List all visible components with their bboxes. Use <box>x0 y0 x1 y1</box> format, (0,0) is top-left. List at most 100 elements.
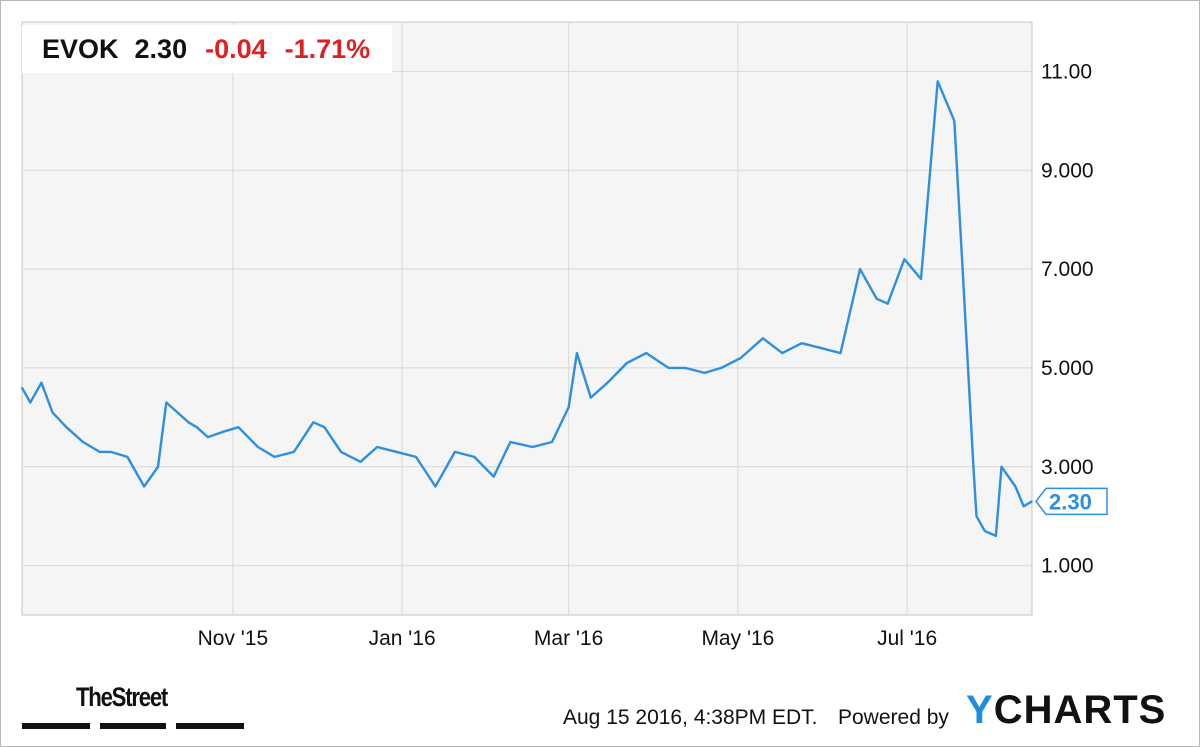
data-point <box>762 337 764 340</box>
x-tick-label: Jan '16 <box>369 627 436 650</box>
ticker-header: EVOK 2.30 -0.04 -1.71% <box>22 25 393 73</box>
data-point <box>492 475 495 478</box>
data-point <box>567 406 570 409</box>
data-point <box>196 426 198 429</box>
last-value-marker: 2.30 <box>1035 487 1108 516</box>
data-point <box>839 352 842 354</box>
grid-layer <box>22 22 1032 615</box>
data-point <box>65 426 68 429</box>
plot-area <box>21 21 1033 616</box>
data-point <box>645 352 648 354</box>
data-point <box>293 451 295 453</box>
data-point <box>961 268 964 270</box>
data-point <box>606 381 609 384</box>
data-point <box>21 386 23 389</box>
data-point <box>800 342 803 345</box>
data-point <box>667 367 670 369</box>
data-point <box>395 451 398 453</box>
data-point <box>936 80 939 83</box>
data-point <box>98 451 101 453</box>
data-point <box>434 485 437 488</box>
data-point <box>165 401 168 404</box>
ticker-change: -0.04 <box>205 33 267 64</box>
data-point <box>975 515 978 517</box>
data-point <box>995 535 997 537</box>
x-tick-label: Jul '16 <box>877 627 937 650</box>
y-tick-label: 5.000 <box>1041 357 1094 380</box>
y-tick-label: 3.000 <box>1041 456 1094 479</box>
last-value-box <box>1035 487 1108 516</box>
data-point <box>359 461 362 463</box>
data-point <box>703 372 706 374</box>
ycharts-logo-rest: CHARTS <box>993 688 1167 732</box>
line-layer <box>20 80 1033 538</box>
data-point <box>1000 465 1003 468</box>
ticker-price: 2.30 <box>134 33 188 64</box>
data-point <box>257 446 259 448</box>
data-point <box>323 426 326 429</box>
data-point <box>82 441 84 443</box>
data-point <box>109 451 112 453</box>
thestreet-logo-bar <box>176 723 244 729</box>
data-point <box>875 297 878 300</box>
ticker-change-percent: -1.71% <box>284 33 371 64</box>
ycharts-logo-y: Y <box>966 688 994 732</box>
x-tick-label: Mar '16 <box>534 627 603 650</box>
thestreet-logo-text: TheStreet <box>76 682 168 712</box>
data-point <box>920 278 922 280</box>
data-point <box>40 381 43 384</box>
data-point <box>454 451 456 453</box>
x-tick-label: May '16 <box>701 627 774 650</box>
y-tick-label: 7.000 <box>1041 258 1094 281</box>
data-point <box>984 530 986 532</box>
thestreet-logo-bar <box>100 723 166 729</box>
data-point <box>590 396 592 399</box>
data-point <box>312 421 315 424</box>
data-point <box>273 456 276 458</box>
data-point <box>176 411 179 414</box>
data-point <box>415 456 417 458</box>
data-point <box>859 268 861 270</box>
data-point <box>886 302 889 305</box>
data-point <box>237 426 240 429</box>
data-point <box>1014 485 1017 488</box>
data-point <box>340 451 342 453</box>
data-point <box>781 352 784 354</box>
data-point <box>509 441 512 443</box>
data-point <box>972 470 975 473</box>
data-point <box>207 436 209 438</box>
data-point <box>1022 505 1025 508</box>
data-point <box>739 357 742 359</box>
footer-powered-by: Powered by <box>838 706 949 729</box>
data-point <box>684 367 686 369</box>
data-point <box>220 431 223 433</box>
data-point <box>953 120 956 122</box>
data-point <box>29 401 32 404</box>
data-point <box>1031 500 1033 503</box>
data-point <box>376 446 378 448</box>
thestreet-logo[interactable]: TheStreet <box>22 682 244 732</box>
x-tick-label: Nov '15 <box>198 627 269 650</box>
data-point <box>126 456 129 458</box>
data-point <box>531 446 534 448</box>
data-point <box>576 352 578 354</box>
data-point <box>51 411 54 414</box>
data-point <box>143 485 145 488</box>
data-point <box>820 347 822 349</box>
data-point <box>157 465 159 468</box>
tick-layer: 1.000 3.000 5.000 7.000 9.000 11.00 Nov '15 Jan… <box>198 60 1094 650</box>
thestreet-logo-bar <box>22 723 90 729</box>
ticker-symbol: EVOK <box>42 33 119 64</box>
ycharts-logo[interactable]: YCHARTS <box>966 688 1166 733</box>
data-point <box>903 258 906 261</box>
data-point <box>187 421 190 424</box>
last-value-label: 2.30 <box>1049 489 1092 514</box>
data-point <box>720 367 723 369</box>
y-tick-label: 9.000 <box>1041 159 1094 182</box>
footer-timestamp: Aug 15 2016, 4:38PM EDT. <box>563 706 818 729</box>
data-point <box>551 441 553 443</box>
data-point <box>473 456 476 458</box>
data-point <box>626 362 628 364</box>
y-tick-label: 1.000 <box>1041 555 1094 578</box>
